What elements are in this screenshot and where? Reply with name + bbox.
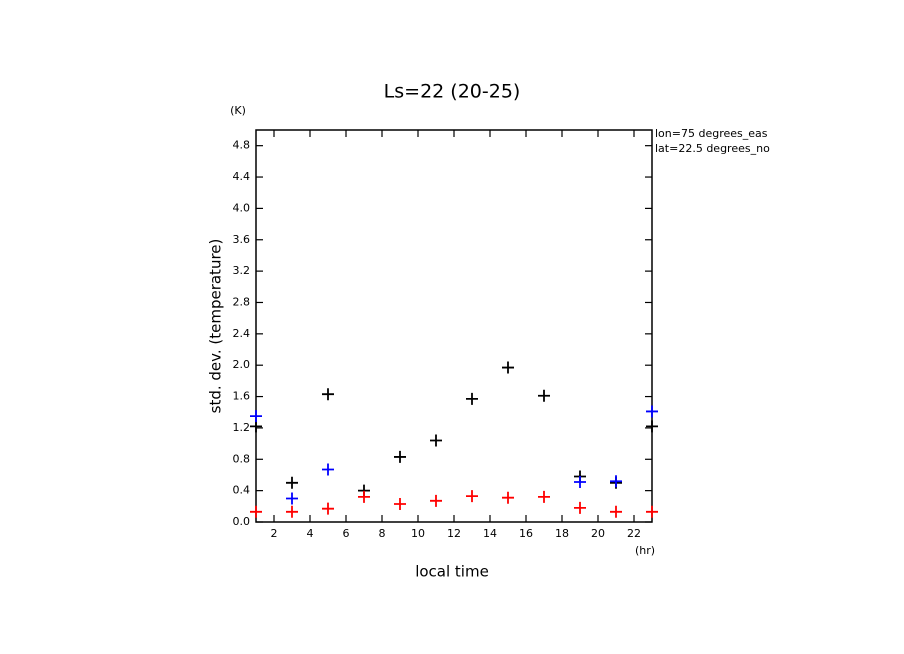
x-tick-label: 6	[343, 527, 350, 540]
point	[286, 476, 298, 489]
y-tick-label: 3.2	[233, 264, 251, 277]
point	[538, 389, 550, 402]
point	[574, 476, 586, 489]
point	[574, 501, 586, 514]
y-tick-label: 0.4	[233, 484, 251, 497]
point	[322, 502, 334, 515]
y-tick-label: 1.2	[233, 421, 251, 434]
point	[466, 392, 478, 405]
point	[610, 475, 622, 488]
x-tick-label: 2	[271, 527, 278, 540]
point	[286, 505, 298, 518]
point	[646, 420, 658, 433]
point	[394, 450, 406, 463]
x-tick-label: 20	[591, 527, 605, 540]
y-unit: (K)	[230, 104, 246, 117]
point	[610, 505, 622, 518]
point	[466, 490, 478, 503]
x-tick-label: 4	[307, 527, 314, 540]
x-tick-label: 14	[483, 527, 497, 540]
point	[322, 388, 334, 401]
point	[538, 490, 550, 503]
point	[502, 361, 514, 374]
point	[286, 492, 298, 505]
point	[358, 490, 370, 503]
y-tick-label: 2.4	[233, 327, 251, 340]
plot-frame	[255, 129, 653, 523]
x-tick-label: 16	[519, 527, 533, 540]
point	[250, 505, 262, 518]
x-tick-label: 10	[411, 527, 425, 540]
x-axis-title: local time	[415, 563, 489, 581]
point	[430, 494, 442, 507]
x-unit: (hr)	[635, 544, 655, 557]
point	[250, 420, 262, 433]
point	[322, 463, 334, 476]
point	[430, 434, 442, 447]
y-tick-label: 4.4	[233, 170, 251, 183]
y-tick-label: 0.0	[233, 515, 251, 528]
y-tick-label: 3.6	[233, 233, 251, 246]
y-tick-label: 2.8	[233, 295, 251, 308]
point	[394, 497, 406, 510]
point	[646, 505, 658, 518]
point	[646, 405, 658, 418]
chart-title: Ls=22 (20-25)	[384, 81, 521, 103]
x-tick-label: 18	[555, 527, 569, 540]
y-tick-label: 2.0	[233, 358, 251, 371]
y-tick-label: 1.6	[233, 390, 251, 403]
point	[250, 410, 262, 423]
annotation: lon=75 degrees_eas	[655, 127, 768, 140]
y-tick-label: 4.8	[233, 139, 251, 152]
y-axis-title: std. dev. (temperature)	[207, 239, 225, 414]
x-tick-label: 8	[379, 527, 386, 540]
y-tick-label: 0.8	[233, 452, 251, 465]
x-tick-label: 12	[447, 527, 461, 540]
point	[502, 491, 514, 504]
x-tick-label: 22	[627, 527, 641, 540]
annotation: lat=22.5 degrees_no	[655, 142, 770, 155]
y-tick-label: 4.0	[233, 201, 251, 214]
